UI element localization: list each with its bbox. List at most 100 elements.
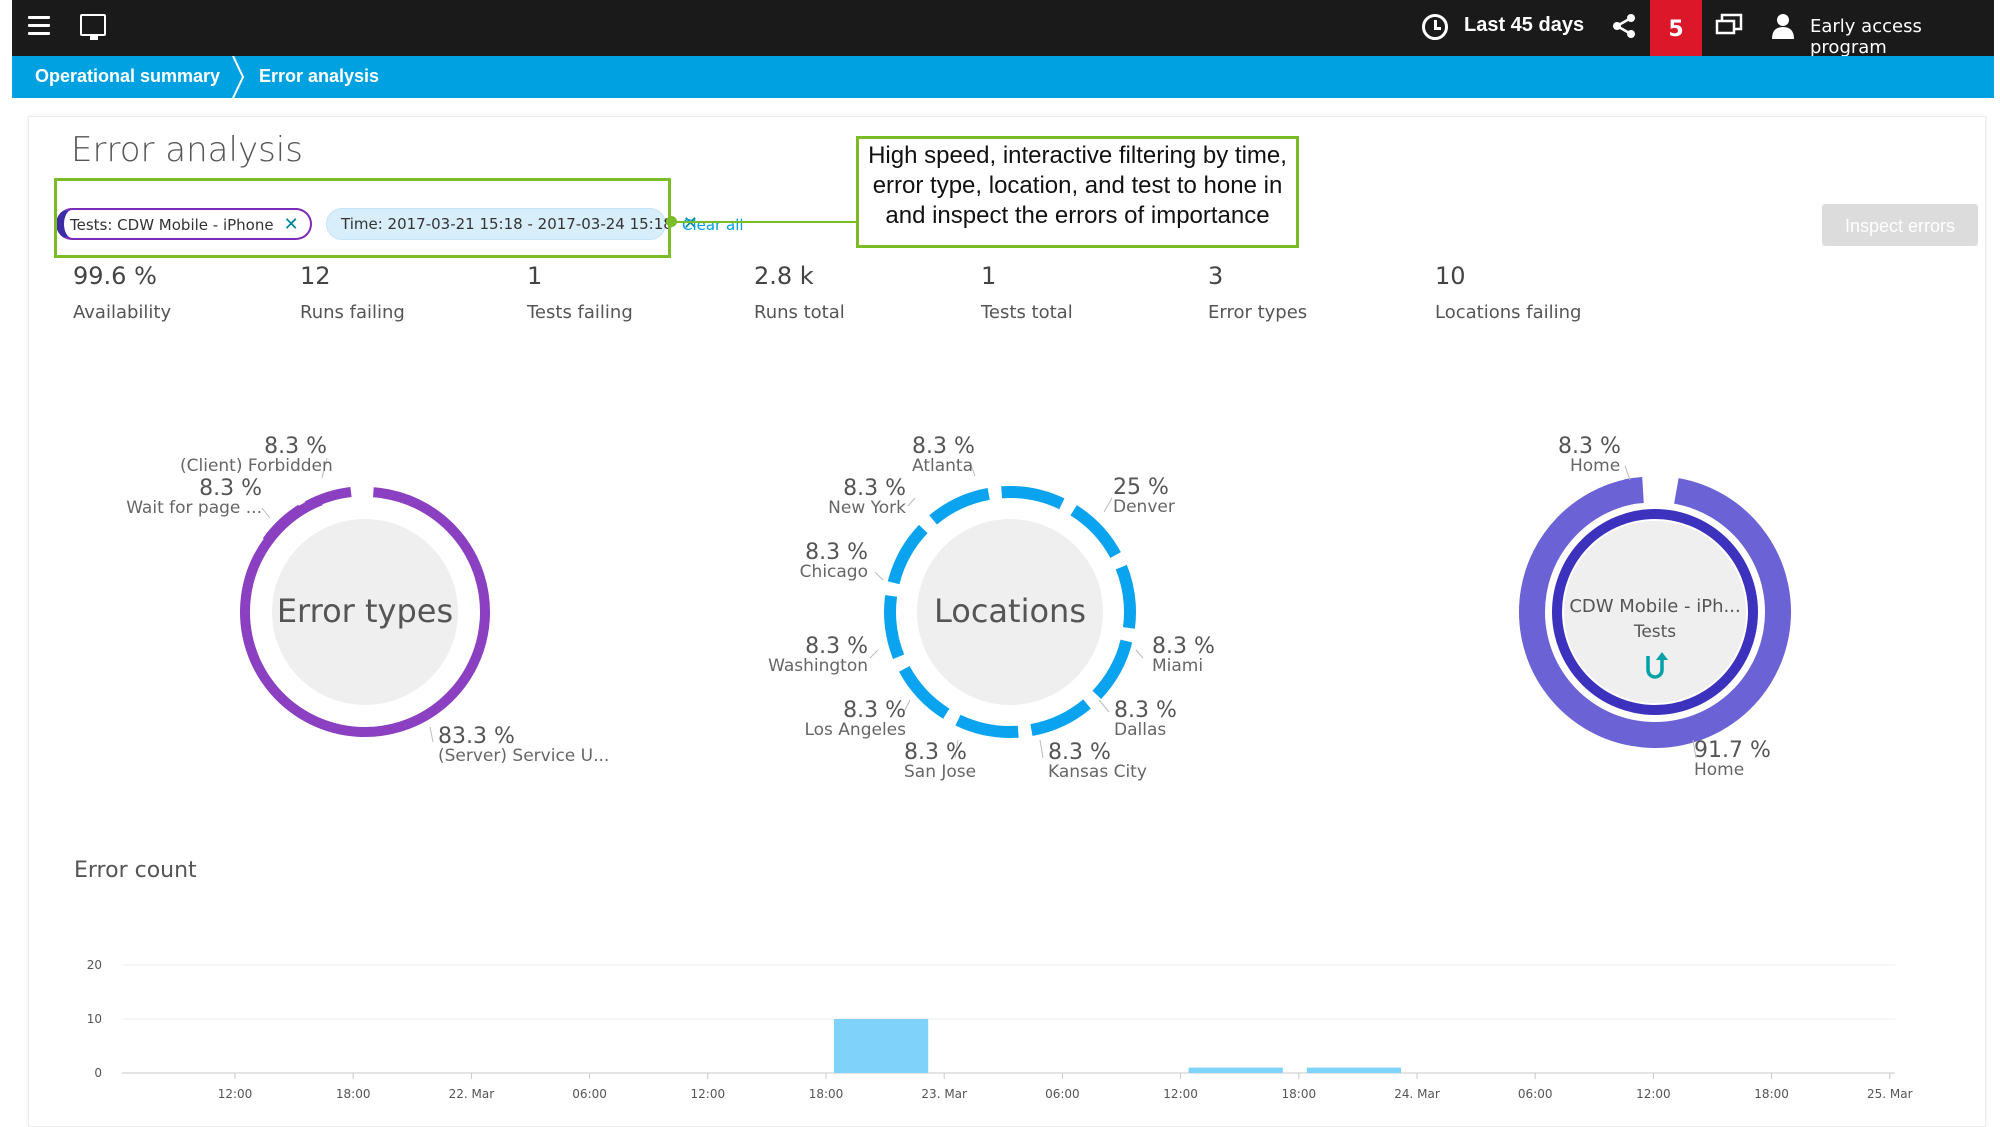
slice-label-name: Miami [1152, 656, 1204, 676]
slice-label-pct: 8.3 % [843, 698, 906, 723]
x-tick-label: 12:00 [218, 1087, 253, 1101]
leader-line [1692, 739, 1697, 759]
menu-icon[interactable] [28, 16, 50, 38]
error-types-ring[interactable] [237, 484, 493, 740]
slice-label: 8.3 % Wait for page ... [112, 478, 262, 517]
y-tick-label: 20 [87, 958, 102, 972]
slice-label-pct: 8.3 % [904, 740, 967, 765]
timeframe-selector[interactable]: Last 45 days [1464, 14, 1585, 36]
y-tick-label: 10 [87, 1012, 102, 1026]
tests-outer-ring[interactable] [1513, 470, 1798, 755]
error-types-slice[interactable] [262, 504, 304, 544]
breadcrumb-error-analysis[interactable]: Error analysis [259, 66, 380, 86]
y-tick-label: 0 [94, 1066, 102, 1080]
error-count-chart[interactable]: 0 10 20 12:00 18:00 22. Mar 06:00 12:00 18:00 23.… [0, 940, 2000, 1125]
kpi-locations-failing-label: Locations failing [1435, 302, 1582, 323]
slice-label-pct: 8.3 % [912, 434, 975, 459]
breadcrumb-operational-summary[interactable]: Operational summary [35, 66, 221, 86]
locations-ring[interactable] [882, 484, 1138, 740]
clock-icon[interactable] [1422, 14, 1448, 40]
slice-label-pct: 8.3 % [1152, 634, 1215, 659]
slice-label: 91.7 % Home [1694, 740, 1771, 779]
filter-chip-time[interactable]: Time: 2017-03-21 15:18 - 2017-03-24 15:1… [326, 208, 698, 240]
leader-line [261, 507, 271, 519]
filter-chip-tests[interactable]: Tests: CDW Mobile - iPhone ✕ [56, 208, 312, 240]
slice-label: 8.3 % Atlanta [912, 436, 975, 475]
x-tick-label: 12:00 [1163, 1087, 1198, 1101]
kpi-error-types-label: Error types [1208, 302, 1308, 323]
slice-label: 83.3 % (Server) Service U... [438, 726, 609, 765]
x-tick-label: 06:00 [572, 1087, 607, 1101]
callout-connector-dot [666, 216, 677, 227]
slice-label-name: Kansas City [1048, 762, 1147, 782]
slice-label-pct: 8.3 % [1114, 698, 1177, 723]
error-types-center[interactable] [272, 519, 458, 705]
locations-center[interactable] [917, 519, 1103, 705]
remove-filter-icon[interactable]: ✕ [283, 214, 299, 235]
slice-label: 8.3 % Los Angeles [780, 700, 906, 739]
leader-line [903, 699, 911, 713]
leader-line [1624, 465, 1631, 481]
slice-label: 8.3 % Kansas City [1048, 742, 1147, 781]
locations-center-label: Locations [934, 592, 1086, 630]
error-count-bar[interactable] [834, 1019, 929, 1073]
annotation-callout: High speed, interactive filtering by tim… [856, 136, 1299, 248]
kpi-locations-failing-value: 10 [1435, 262, 1466, 290]
leader-line [1098, 699, 1110, 713]
kpi-tests-failing-value: 1 [527, 262, 543, 290]
chat-icon[interactable] [1714, 12, 1744, 40]
leader-line [1103, 497, 1113, 513]
slice-label-pct: 8.3 % [843, 476, 906, 501]
slice-label: 8.3 % Chicago [760, 542, 868, 581]
error-count-title: Error count [74, 858, 197, 883]
slice-label-pct: 8.3 % [805, 540, 868, 565]
slice-label-pct: 83.3 % [438, 724, 515, 749]
dashboard-icon[interactable] [80, 14, 106, 40]
tests-slice-small[interactable] [1624, 477, 1644, 505]
leader-line [954, 739, 959, 759]
error-types-slice[interactable] [304, 487, 352, 511]
x-tick-label: 12:00 [691, 1087, 726, 1101]
leader-line [969, 461, 976, 477]
kpi-tests-total-label: Tests total [981, 302, 1073, 323]
slice-label-name: Washington [768, 656, 868, 676]
tests-inner-ring[interactable] [1552, 509, 1758, 715]
slice-label-pct: 8.3 % [1558, 434, 1621, 459]
user-icon[interactable] [1770, 12, 1796, 40]
x-tick-label: 06:00 [1045, 1087, 1080, 1101]
slice-label: 8.3 % San Jose [904, 742, 976, 781]
slice-label-pct: 91.7 % [1694, 738, 1771, 763]
tests-donut[interactable]: CDW Mobile - iPh... Tests [1513, 465, 1798, 759]
error-count-bar[interactable] [1306, 1067, 1401, 1073]
error-types-donut[interactable]: Error types [237, 457, 493, 743]
remove-filter-icon[interactable]: ✕ [682, 213, 698, 234]
kpi-runs-failing-value: 12 [300, 262, 331, 290]
locations-donut[interactable]: Locations [869, 461, 1144, 759]
tests-center[interactable] [1564, 521, 1746, 703]
kpi-runs-total-label: Runs total [754, 302, 845, 323]
inspect-errors-button[interactable]: Inspect errors [1822, 204, 1978, 246]
kpi-tests-total-value: 1 [981, 262, 997, 290]
leader-line [429, 726, 434, 743]
share-icon[interactable] [1610, 12, 1638, 40]
leader-line [1135, 649, 1144, 659]
slice-label-name: (Client) Forbidden [180, 456, 333, 476]
clear-all-link[interactable]: Clear all [682, 216, 744, 234]
page-title: Error analysis [71, 130, 303, 170]
slice-label-name: New York [828, 498, 906, 518]
slice-label: 8.3 % Home [1558, 436, 1621, 475]
leader-line [1039, 739, 1044, 759]
drill-up-icon[interactable] [1646, 652, 1668, 679]
error-count-bar[interactable] [1188, 1067, 1283, 1073]
x-tick-label: 06:00 [1518, 1087, 1553, 1101]
error-types-center-label: Error types [277, 592, 453, 630]
problems-badge[interactable]: 5 [1650, 0, 1702, 56]
x-tick-label: 18:00 [336, 1087, 371, 1101]
slice-label-pct: 25 % [1113, 475, 1169, 500]
slice-label: 8.3 % New York [780, 478, 906, 517]
leader-line [874, 571, 884, 581]
leader-line [869, 649, 879, 659]
x-tick-label: 18:00 [1282, 1087, 1317, 1101]
early-access-link[interactable]: Early access program [1810, 16, 1922, 58]
slice-label-pct: 8.3 % [264, 434, 327, 459]
